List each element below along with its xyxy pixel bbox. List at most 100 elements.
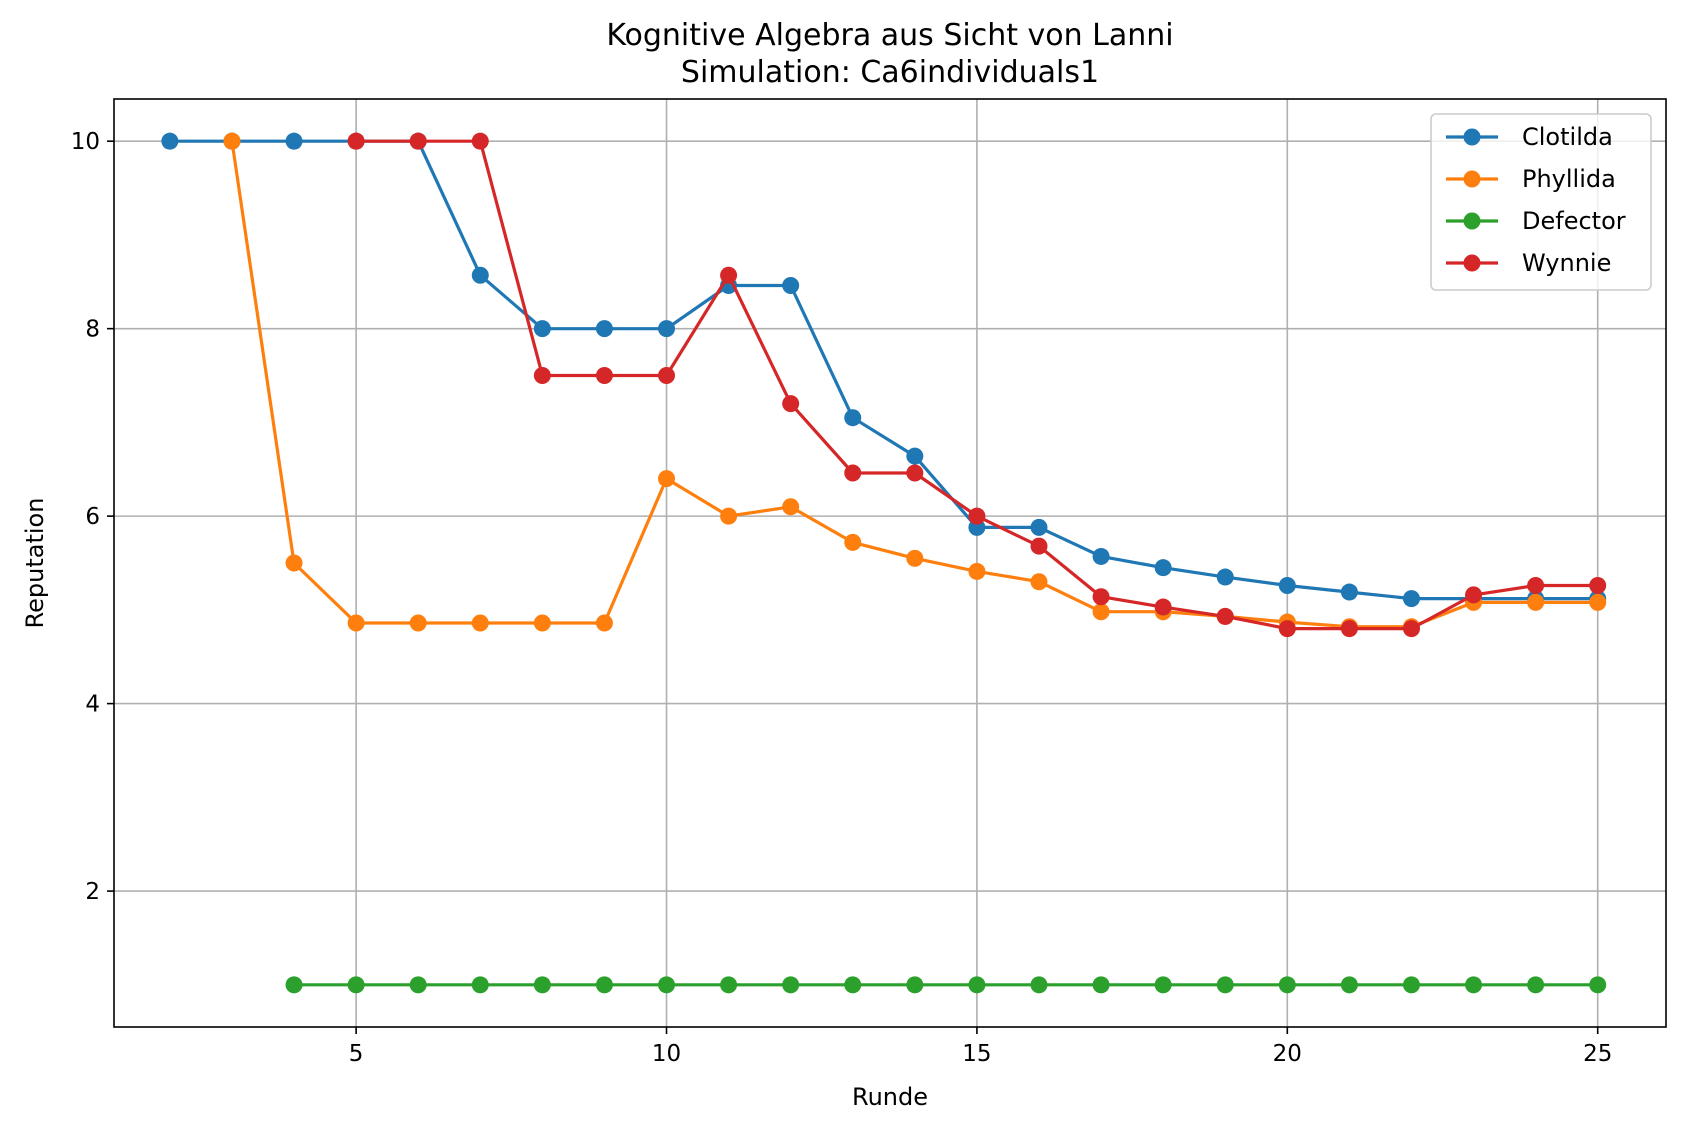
- data-point-wynnie: [844, 464, 862, 482]
- data-point-clotilda: [1092, 547, 1110, 565]
- legend-label-clotilda: Clotilda: [1522, 123, 1613, 151]
- legend-item-defector: Defector: [1446, 207, 1626, 235]
- data-point-clotilda: [285, 132, 303, 150]
- data-point-defector: [533, 976, 551, 994]
- data-point-wynnie: [720, 266, 738, 284]
- y-tick-label: 2: [85, 879, 100, 905]
- data-point-phyllida: [533, 614, 551, 632]
- y-tick-label: 4: [85, 692, 100, 718]
- data-point-wynnie: [471, 132, 489, 150]
- data-point-clotilda: [1154, 559, 1172, 577]
- data-point-defector: [1278, 976, 1296, 994]
- data-point-defector: [1216, 976, 1234, 994]
- data-point-phyllida: [720, 507, 738, 525]
- legend-marker-wynnie: [1463, 254, 1481, 272]
- series-clotilda: [161, 132, 1607, 608]
- data-point-phyllida: [1527, 593, 1545, 611]
- data-point-defector: [844, 976, 862, 994]
- data-point-defector: [285, 976, 303, 994]
- data-point-clotilda: [471, 266, 489, 284]
- data-point-clotilda: [1216, 568, 1234, 586]
- x-tick-label: 25: [1583, 1041, 1612, 1067]
- data-point-clotilda: [658, 320, 676, 338]
- data-point-wynnie: [533, 367, 551, 385]
- data-point-defector: [1465, 976, 1483, 994]
- x-tick-label: 5: [349, 1041, 364, 1067]
- data-point-clotilda: [1030, 518, 1048, 536]
- data-point-defector: [1092, 976, 1110, 994]
- chart-subtitle: Simulation: Ca6individuals1: [681, 55, 1099, 90]
- data-point-phyllida: [658, 470, 676, 488]
- data-point-clotilda: [844, 409, 862, 427]
- data-point-wynnie: [968, 507, 986, 525]
- data-point-phyllida: [968, 562, 986, 580]
- series-defector: [285, 976, 1607, 994]
- data-point-defector: [409, 976, 427, 994]
- data-point-defector: [1340, 976, 1358, 994]
- data-point-phyllida: [782, 498, 800, 516]
- data-point-wynnie: [658, 367, 676, 385]
- data-point-defector: [1589, 976, 1607, 994]
- data-point-wynnie: [1154, 598, 1172, 616]
- data-point-phyllida: [1030, 573, 1048, 591]
- data-point-wynnie: [782, 395, 800, 413]
- data-point-wynnie: [1589, 576, 1607, 594]
- data-point-defector: [906, 976, 924, 994]
- data-point-wynnie: [347, 132, 365, 150]
- legend-marker-clotilda: [1463, 128, 1481, 146]
- data-point-defector: [1402, 976, 1420, 994]
- y-axis-label: Reputation: [21, 498, 49, 629]
- x-tick-label: 15: [962, 1041, 991, 1067]
- data-point-defector: [471, 976, 489, 994]
- data-point-phyllida: [906, 549, 924, 567]
- y-tick-label: 10: [71, 129, 100, 155]
- data-point-phyllida: [1589, 593, 1607, 611]
- data-point-wynnie: [906, 464, 924, 482]
- ticks: 5 10 15 20 25 2 4 6 8 10: [71, 129, 1613, 1067]
- data-point-clotilda: [1278, 576, 1296, 594]
- series-wynnie: [347, 132, 1607, 638]
- data-point-clotilda: [906, 447, 924, 465]
- x-tick-label: 10: [652, 1041, 681, 1067]
- data-point-wynnie: [409, 132, 427, 150]
- y-tick-label: 6: [85, 504, 100, 530]
- data-point-defector: [1030, 976, 1048, 994]
- data-point-defector: [1527, 976, 1545, 994]
- data-point-defector: [782, 976, 800, 994]
- data-point-phyllida: [347, 614, 365, 632]
- data-point-wynnie: [1030, 537, 1048, 555]
- data-point-defector: [595, 976, 613, 994]
- data-point-defector: [1154, 976, 1172, 994]
- data-point-defector: [658, 976, 676, 994]
- chart-title: Kognitive Algebra aus Sicht von Lanni: [606, 18, 1173, 53]
- data-point-phyllida: [1092, 603, 1110, 621]
- legend-item-wynnie: Wynnie: [1446, 249, 1611, 277]
- data-point-wynnie: [595, 367, 613, 385]
- data-point-clotilda: [533, 320, 551, 338]
- data-point-phyllida: [595, 614, 613, 632]
- grid: [114, 99, 1666, 1027]
- series-phyllida: [223, 132, 1607, 636]
- data-point-clotilda: [161, 132, 179, 150]
- y-tick-label: 8: [85, 317, 100, 343]
- series-line-clotilda: [169, 139, 1598, 601]
- x-tick-label: 20: [1273, 1041, 1302, 1067]
- legend: Clotilda Phyllida Defector Wynnie: [1430, 113, 1652, 291]
- data-point-phyllida: [409, 614, 427, 632]
- data-point-defector: [968, 976, 986, 994]
- data-point-wynnie: [1216, 607, 1234, 625]
- legend-box: [1430, 113, 1652, 291]
- data-point-clotilda: [1340, 583, 1358, 601]
- legend-marker-defector: [1463, 212, 1481, 230]
- data-point-clotilda: [782, 277, 800, 295]
- data-point-defector: [720, 976, 738, 994]
- data-point-phyllida: [223, 132, 241, 150]
- data-point-wynnie: [1465, 586, 1483, 604]
- legend-label-wynnie: Wynnie: [1522, 249, 1611, 277]
- data-point-wynnie: [1402, 620, 1420, 638]
- data-point-phyllida: [471, 614, 489, 632]
- data-point-wynnie: [1092, 588, 1110, 606]
- data-point-defector: [347, 976, 365, 994]
- legend-item-clotilda: Clotilda: [1446, 123, 1613, 151]
